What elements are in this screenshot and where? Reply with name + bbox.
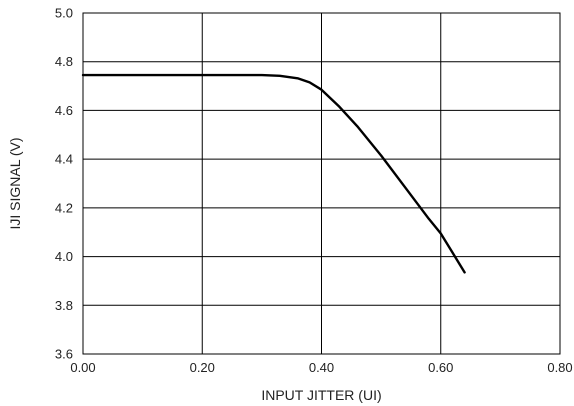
- series-group: [81, 73, 466, 274]
- grid: [82, 12, 561, 355]
- x-tick-label: 0.20: [190, 360, 215, 375]
- x-axis-ticks: 0.00 0.20 0.40 0.60 0.80: [70, 360, 572, 375]
- y-tick-label: 4.6: [55, 103, 73, 118]
- plot-frame: [82, 12, 561, 355]
- y-tick-label: 3.6: [55, 347, 73, 362]
- y-tick-label: 4.2: [55, 200, 73, 215]
- y-tick-label: 4.0: [55, 249, 73, 264]
- y-tick-label: 5.0: [55, 6, 73, 21]
- y-tick-label: 4.4: [55, 152, 73, 167]
- x-tick-label: 0.60: [428, 360, 453, 375]
- y-axis-title: IJI SIGNAL (V): [7, 137, 23, 229]
- x-tick-label: 0.00: [70, 360, 95, 375]
- x-axis-title: INPUT JITTER (UI): [261, 387, 381, 403]
- series-line: [81, 73, 466, 274]
- y-tick-label: 4.8: [55, 54, 73, 69]
- y-axis-ticks: 3.6 3.8 4.0 4.2 4.4 4.6 4.8 5.0: [55, 6, 73, 362]
- x-tick-label: 0.80: [547, 360, 572, 375]
- x-tick-label: 0.40: [309, 360, 334, 375]
- y-tick-label: 3.8: [55, 298, 73, 313]
